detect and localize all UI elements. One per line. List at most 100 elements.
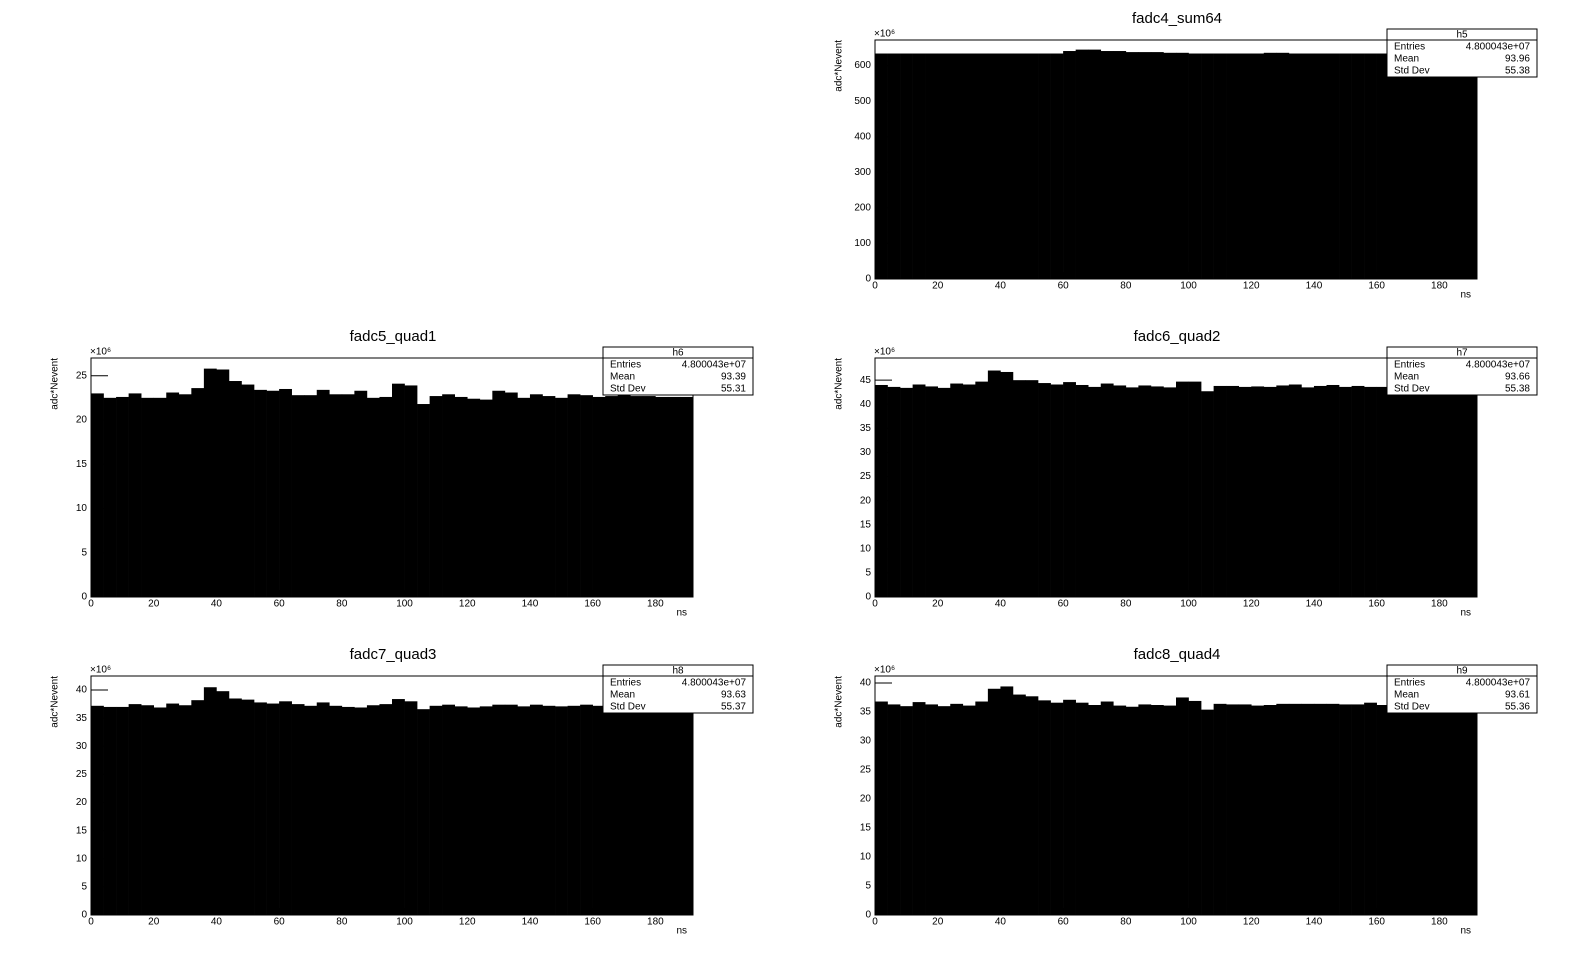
- x-tick-label: 40: [211, 917, 223, 928]
- stats-label: Std Dev: [610, 702, 646, 713]
- stats-value: 4.800043e+07: [682, 360, 747, 371]
- bar: [1401, 704, 1415, 915]
- bar: [1000, 371, 1014, 597]
- y-tick-label: 30: [76, 741, 88, 752]
- bar: [875, 384, 888, 597]
- y-tick-label: 5: [865, 881, 871, 892]
- bar: [517, 706, 531, 915]
- bar: [900, 706, 913, 915]
- bar: [203, 368, 217, 597]
- y-tick-label: 30: [860, 447, 872, 458]
- x-tick-label: 140: [1306, 599, 1323, 610]
- bar: [987, 53, 1001, 280]
- bar: [1389, 704, 1403, 915]
- bar: [875, 53, 888, 280]
- bar: [667, 706, 681, 915]
- bar: [1213, 703, 1227, 915]
- stats-label: Entries: [610, 360, 641, 371]
- y-tick-label: 5: [865, 568, 871, 579]
- bar: [900, 53, 913, 280]
- bar: [216, 369, 230, 597]
- bar: [191, 700, 205, 915]
- bar: [1414, 386, 1428, 597]
- y-tick-label: 45: [860, 375, 872, 386]
- bar: [987, 688, 1001, 915]
- bar: [912, 53, 926, 280]
- y-tick-label: 0: [865, 910, 871, 921]
- bar: [1113, 705, 1127, 915]
- bar: [937, 387, 951, 597]
- stats-box: [1386, 346, 1538, 396]
- y-tick-label: 5: [81, 882, 87, 893]
- bar: [1326, 703, 1340, 915]
- bar: [1226, 53, 1240, 280]
- y-tick-label: 10: [76, 853, 88, 864]
- bar: [1439, 705, 1453, 915]
- bar: [542, 705, 556, 915]
- stats-label: Entries: [1394, 360, 1425, 371]
- y-tick-label: 600: [854, 60, 871, 71]
- x-tick-label: 60: [1058, 281, 1070, 292]
- bar: [1063, 382, 1076, 597]
- bar: [266, 390, 280, 597]
- bar: [1351, 385, 1365, 597]
- bar: [1439, 386, 1453, 597]
- bar: [580, 395, 593, 597]
- y-tick-label: 35: [76, 713, 88, 724]
- bar: [1113, 385, 1127, 597]
- bar: [467, 398, 481, 597]
- bar: [680, 706, 694, 915]
- y-tick-label: 15: [860, 823, 872, 834]
- bar: [1276, 52, 1290, 279]
- x-tick-label: 20: [932, 281, 944, 292]
- x-axis-title: ns: [676, 608, 687, 619]
- bar: [254, 702, 267, 915]
- bar: [354, 390, 368, 597]
- bar: [379, 396, 393, 597]
- bar: [366, 397, 380, 597]
- y-tick-label: 300: [854, 167, 871, 178]
- y-tick-label: 15: [860, 519, 872, 530]
- x-tick-label: 100: [396, 599, 413, 610]
- bar: [1414, 704, 1428, 915]
- bar: [1176, 697, 1189, 915]
- x-tick-label: 80: [1120, 917, 1132, 928]
- y-tick-label: 30: [860, 736, 872, 747]
- x-tick-label: 20: [932, 917, 944, 928]
- bar: [1100, 51, 1114, 279]
- bar: [492, 390, 506, 597]
- bar: [1226, 704, 1240, 915]
- bar: [166, 392, 180, 597]
- x-tick-label: 180: [1431, 917, 1448, 928]
- bar: [529, 704, 543, 915]
- bar: [1376, 705, 1390, 915]
- bar: [153, 707, 167, 915]
- bar: [316, 389, 330, 597]
- y-multiplier: ×10⁶: [874, 29, 895, 40]
- bar: [1138, 385, 1152, 597]
- bar: [1163, 52, 1177, 279]
- bar: [1464, 705, 1478, 915]
- bar: [1326, 384, 1340, 597]
- x-tick-label: 120: [459, 917, 476, 928]
- bar: [1426, 53, 1440, 280]
- bar: [316, 702, 330, 915]
- stats-label: Std Dev: [610, 384, 646, 395]
- stats-name: h5: [1456, 30, 1468, 41]
- y-tick-label: 40: [860, 399, 872, 410]
- bar: [141, 705, 155, 915]
- stats-value: 55.37: [721, 702, 746, 713]
- x-tick-label: 60: [1058, 599, 1070, 610]
- y-tick-label: 20: [860, 495, 872, 506]
- bar: [91, 393, 104, 597]
- y-tick-label: 0: [865, 274, 871, 285]
- stats-value: 93.66: [1505, 372, 1530, 383]
- y-tick-label: 15: [76, 459, 88, 470]
- stats-name: h6: [672, 348, 684, 359]
- bar: [429, 705, 443, 915]
- bar: [1188, 381, 1202, 597]
- bar: [1313, 385, 1327, 597]
- bar: [291, 395, 305, 597]
- bar: [975, 701, 989, 915]
- stats-label: Entries: [1394, 678, 1425, 689]
